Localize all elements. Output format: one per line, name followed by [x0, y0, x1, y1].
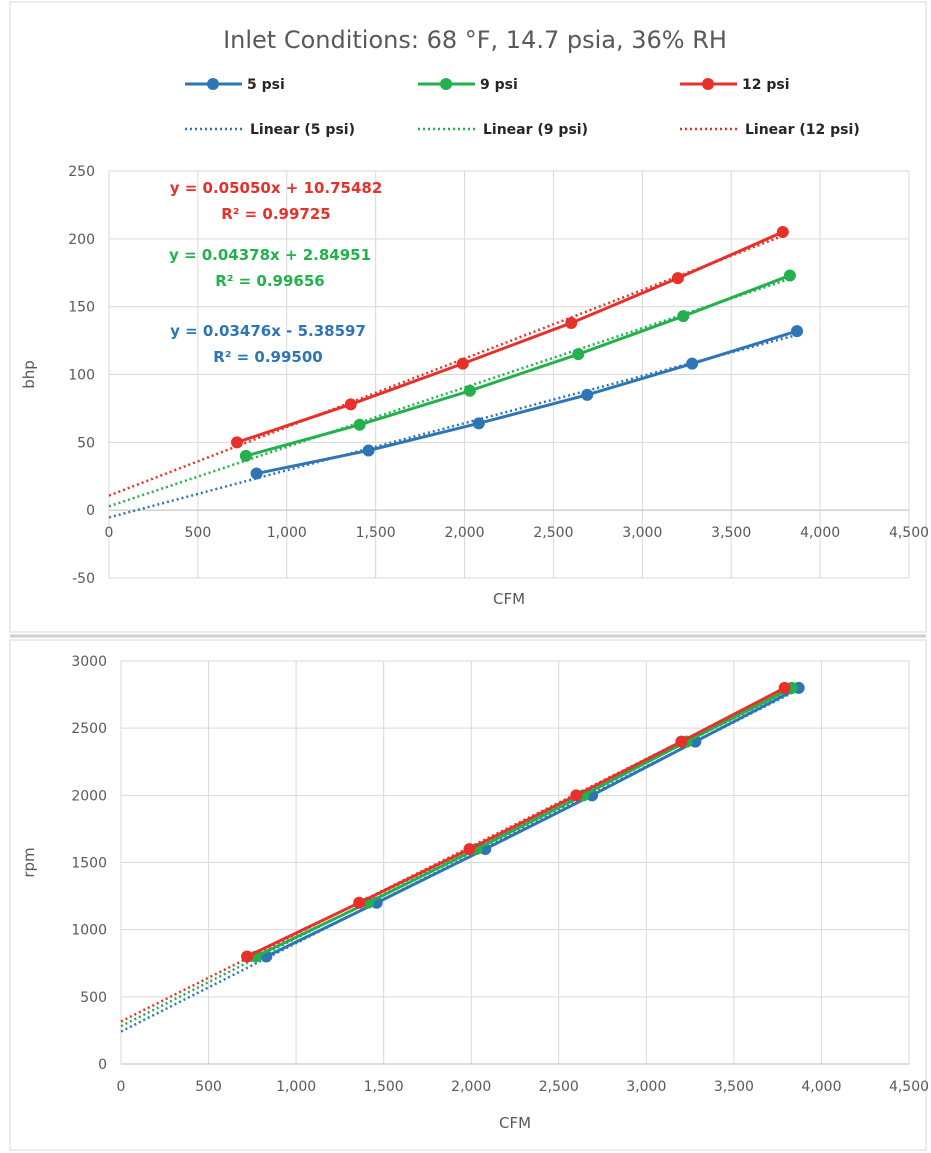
bhp-ytick-label: 250 — [68, 164, 95, 180]
bhp-xtick-label: 3,000 — [622, 525, 662, 541]
bhp-point-12-psi — [456, 357, 469, 370]
bhp-trend-r2: R² = 0.99725 — [221, 205, 330, 223]
bhp-xtick-label: 1,500 — [356, 525, 396, 541]
bhp-point-5-psi — [362, 444, 375, 457]
rpm-point-12-psi — [241, 950, 254, 963]
bhp-point-9-psi — [572, 348, 585, 361]
bhp-chart: -50 0 50 100 150 200 250 0 500 1,000 1,500 2,000 2,5… — [20, 164, 929, 608]
bhp-xtick-label: 4,500 — [889, 525, 929, 541]
rpm-xtick-label: 1,000 — [276, 1079, 316, 1095]
rpm-xtick-label: 3,500 — [714, 1079, 754, 1095]
bhp-xtick-label: 500 — [185, 525, 212, 541]
rpm-ytick-label: 3000 — [71, 654, 107, 670]
rpm-xtick-label: 0 — [117, 1079, 126, 1095]
rpm-ytick-label: 1000 — [71, 923, 107, 939]
bhp-xtick-label: 2,000 — [445, 525, 485, 541]
rpm-xtick-label: 2,500 — [539, 1079, 579, 1095]
top-chart-border — [9, 1, 927, 633]
rpm-series-line-12-psi — [246, 686, 786, 958]
rpm-xtick-label: 500 — [195, 1079, 222, 1095]
chart-title: Inlet Conditions: 68 °F, 14.7 psia, 36% … — [223, 26, 727, 54]
bhp-point-5-psi — [581, 388, 594, 401]
rpm-ytick-label: 2000 — [71, 788, 107, 804]
bhp-x-axis-title: CFM — [493, 590, 525, 608]
rpm-series-line-5-psi — [265, 686, 800, 958]
bhp-trend-equation: y = 0.04378x + 2.84951 — [169, 246, 371, 264]
legend-label-5-psi: 5 psi — [247, 77, 285, 93]
bhp-point-9-psi — [353, 418, 366, 431]
bhp-ytick-label: 0 — [86, 503, 95, 519]
bhp-point-9-psi — [463, 384, 476, 397]
bhp-xtick-label: 0 — [105, 525, 114, 541]
bottom-chart-border — [9, 639, 927, 1151]
bhp-xtick-label: 1,000 — [267, 525, 307, 541]
bhp-point-5-psi — [250, 467, 263, 480]
rpm-ytick-label: 0 — [98, 1057, 107, 1073]
legend-marker-5-psi — [207, 78, 219, 90]
bhp-point-12-psi — [671, 272, 684, 285]
bhp-point-9-psi — [783, 269, 796, 282]
rpm-chart: 0 500 1000 1500 2000 2500 3000 0 500 1,000 1,500 2,… — [20, 654, 929, 1132]
bhp-trend-r2: R² = 0.99656 — [215, 272, 324, 290]
rpm-xtick-label: 1,500 — [364, 1079, 404, 1095]
rpm-y-axis-title: rpm — [20, 847, 38, 877]
rpm-ytick-label: 2500 — [71, 721, 107, 737]
rpm-point-12-psi — [570, 789, 583, 802]
bhp-ytick-label: 100 — [68, 368, 95, 384]
rpm-ytick-label: 1500 — [71, 856, 107, 872]
bhp-series-line-9-psi — [245, 274, 791, 458]
bhp-ytick-label: 50 — [77, 435, 95, 451]
bhp-xtick-label: 3,500 — [711, 525, 751, 541]
bhp-point-5-psi — [472, 417, 485, 430]
bhp-series-line-5-psi — [256, 329, 798, 476]
bhp-xtick-label: 2,500 — [533, 525, 573, 541]
bhp-trend-equation: y = 0.05050x + 10.75482 — [170, 179, 383, 197]
legend-label-9-psi: 9 psi — [480, 77, 518, 93]
rpm-xtick-label: 4,000 — [801, 1079, 841, 1095]
rpm-ytick-label: 500 — [80, 990, 107, 1006]
rpm-xtick-label: 3,000 — [626, 1079, 666, 1095]
legend-label-linear-12-psi: Linear (12 psi) — [745, 122, 860, 138]
rpm-point-12-psi — [778, 681, 791, 694]
legend: 5 psi 9 psi 12 psi Linear (5 psi) Linear (9 … — [185, 77, 860, 138]
legend-label-12-psi: 12 psi — [742, 77, 790, 93]
bhp-point-12-psi — [565, 316, 578, 329]
legend-label-linear-5-psi: Linear (5 psi) — [250, 122, 355, 138]
bhp-point-5-psi — [686, 357, 699, 370]
bhp-ytick-label: 200 — [68, 232, 95, 248]
bhp-trend-r2: R² = 0.99500 — [213, 348, 322, 366]
bhp-point-12-psi — [344, 398, 357, 411]
bhp-ytick-label: 150 — [68, 300, 95, 316]
rpm-x-axis-title: CFM — [499, 1114, 531, 1132]
legend-marker-12-psi — [702, 78, 714, 90]
rpm-point-12-psi — [353, 896, 366, 909]
bhp-series-line-12-psi — [236, 230, 784, 444]
bhp-ytick-label: -50 — [72, 571, 95, 587]
bhp-trendline-5-psi — [108, 333, 798, 519]
bhp-y-axis-title: bhp — [20, 360, 38, 389]
rpm-point-12-psi — [463, 843, 476, 856]
bhp-xtick-label: 4,000 — [800, 525, 840, 541]
bhp-point-5-psi — [791, 325, 803, 338]
bhp-point-9-psi — [677, 310, 690, 323]
bhp-point-12-psi — [776, 226, 789, 239]
rpm-xtick-label: 4,500 — [889, 1079, 929, 1095]
bhp-trendline-12-psi — [108, 234, 784, 497]
rpm-point-12-psi — [675, 735, 688, 748]
legend-marker-9-psi — [440, 78, 452, 90]
bhp-point-9-psi — [239, 449, 252, 462]
bhp-point-12-psi — [231, 436, 243, 449]
rpm-xtick-label: 2,000 — [451, 1079, 491, 1095]
legend-label-linear-9-psi: Linear (9 psi) — [483, 122, 588, 138]
rpm-series-line-9-psi — [255, 686, 793, 958]
rpm-trendline-5-psi — [120, 688, 800, 1033]
bhp-trend-equation: y = 0.03476x - 5.38597 — [170, 322, 366, 340]
